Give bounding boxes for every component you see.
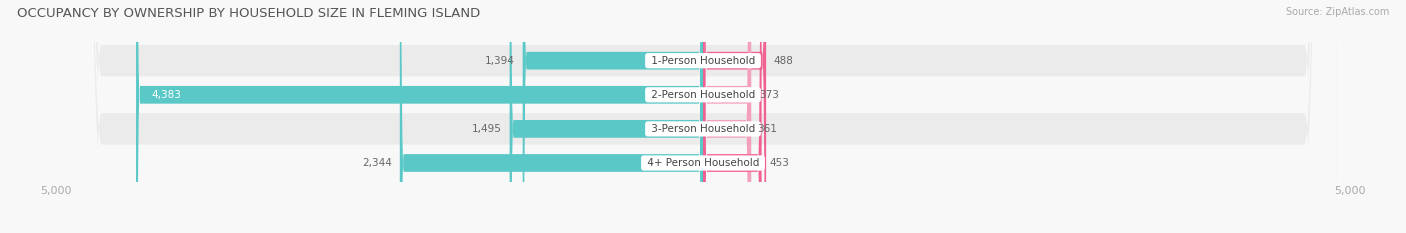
Text: 373: 373 [759, 90, 779, 100]
Text: Source: ZipAtlas.com: Source: ZipAtlas.com [1285, 7, 1389, 17]
FancyBboxPatch shape [703, 0, 749, 233]
Text: 2-Person Household: 2-Person Household [648, 90, 758, 100]
Text: 453: 453 [769, 158, 789, 168]
Text: 1,394: 1,394 [485, 56, 515, 66]
Text: OCCUPANCY BY OWNERSHIP BY HOUSEHOLD SIZE IN FLEMING ISLAND: OCCUPANCY BY OWNERSHIP BY HOUSEHOLD SIZE… [17, 7, 479, 20]
FancyBboxPatch shape [523, 0, 703, 233]
Text: 1-Person Household: 1-Person Household [648, 56, 758, 66]
Text: 4,383: 4,383 [152, 90, 181, 100]
FancyBboxPatch shape [69, 0, 1337, 233]
FancyBboxPatch shape [703, 0, 762, 233]
Text: 3-Person Household: 3-Person Household [648, 124, 758, 134]
Text: 488: 488 [773, 56, 794, 66]
Text: 2,344: 2,344 [363, 158, 392, 168]
FancyBboxPatch shape [136, 0, 703, 233]
Text: 1,495: 1,495 [472, 124, 502, 134]
FancyBboxPatch shape [509, 0, 703, 233]
FancyBboxPatch shape [703, 0, 751, 233]
FancyBboxPatch shape [69, 0, 1337, 233]
Text: 4+ Person Household: 4+ Person Household [644, 158, 762, 168]
Text: 361: 361 [758, 124, 778, 134]
FancyBboxPatch shape [69, 0, 1337, 233]
FancyBboxPatch shape [69, 0, 1337, 233]
FancyBboxPatch shape [703, 0, 766, 233]
FancyBboxPatch shape [399, 0, 703, 233]
